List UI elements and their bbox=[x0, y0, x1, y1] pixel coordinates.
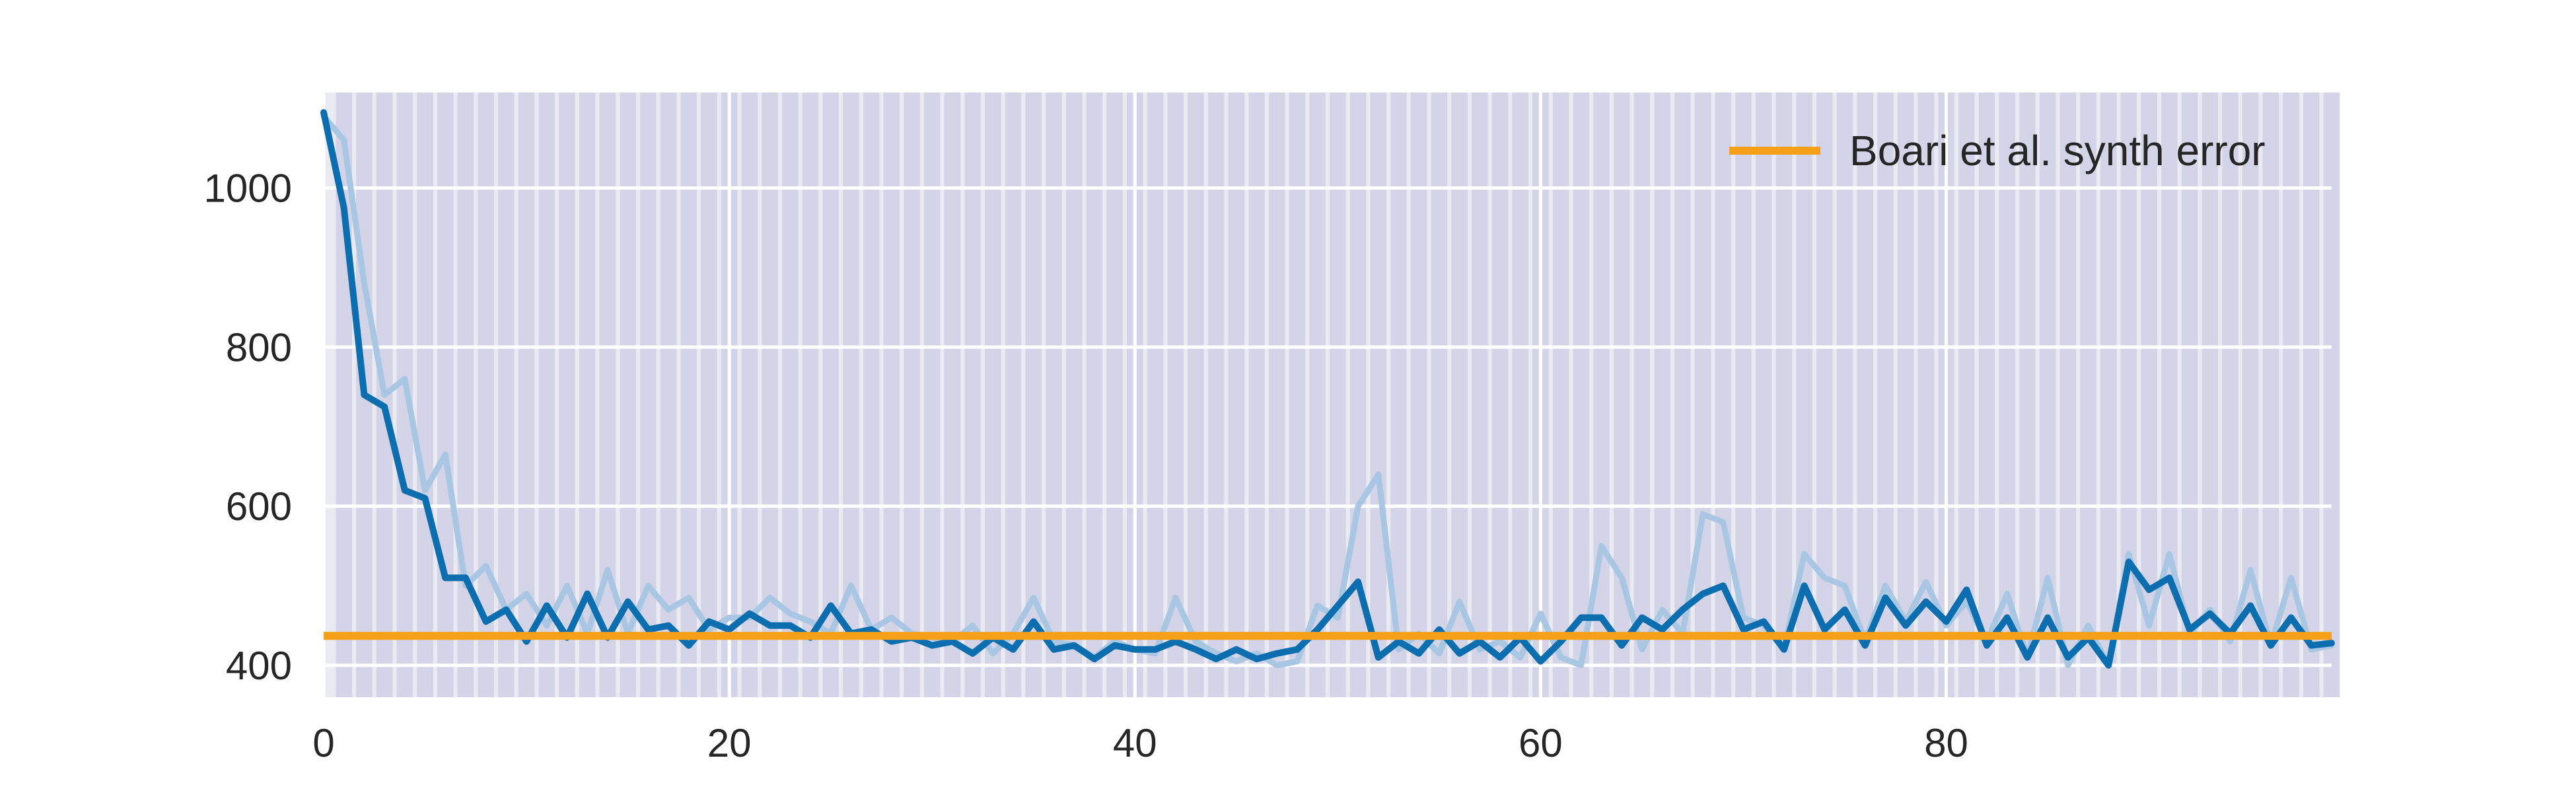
smoothed-series-line bbox=[320, 109, 2335, 669]
shaded-band bbox=[437, 93, 454, 697]
shaded-band bbox=[2161, 93, 2178, 697]
shaded-band bbox=[822, 93, 839, 697]
shaded-band bbox=[1552, 93, 1569, 697]
grid-lines bbox=[322, 93, 2332, 697]
shaded-band bbox=[701, 93, 717, 697]
y-axis-ticks: 400 600 800 1000 bbox=[204, 166, 292, 687]
shaded-band bbox=[1775, 93, 1793, 697]
y-tick-label: 1000 bbox=[204, 166, 292, 210]
shaded-band bbox=[964, 93, 981, 697]
shaded-band bbox=[1573, 93, 1590, 697]
shaded-band bbox=[904, 93, 920, 697]
shaded-band bbox=[620, 93, 636, 697]
shaded-band bbox=[2080, 93, 2096, 697]
shaded-band bbox=[802, 93, 819, 697]
shaded-band bbox=[781, 93, 799, 697]
shaded-bands bbox=[336, 93, 2340, 697]
shaded-band bbox=[1715, 93, 1732, 697]
shaded-band bbox=[417, 93, 433, 697]
shaded-band bbox=[1816, 93, 1833, 697]
shaded-band bbox=[863, 93, 880, 697]
y-tick-label: 600 bbox=[226, 484, 292, 529]
shaded-band bbox=[1207, 93, 1225, 697]
shaded-band bbox=[660, 93, 677, 697]
x-axis-ticks: 0 20 40 60 80 bbox=[312, 721, 1968, 765]
shaded-band bbox=[478, 93, 494, 697]
shaded-band bbox=[1755, 93, 1772, 697]
x-tick-label: 80 bbox=[1924, 721, 1968, 765]
shaded-band bbox=[2262, 93, 2279, 697]
smoothed-series-layer bbox=[320, 109, 2335, 669]
shaded-band bbox=[1897, 93, 1914, 697]
shaded-band bbox=[1086, 93, 1103, 697]
shaded-band bbox=[1228, 93, 1245, 697]
shaded-band bbox=[2059, 93, 2077, 697]
shaded-band bbox=[1268, 93, 1285, 697]
shaded-band bbox=[1046, 93, 1062, 697]
shaded-band bbox=[2323, 93, 2340, 697]
shaded-band bbox=[538, 93, 555, 697]
shaded-band bbox=[1147, 93, 1164, 697]
shaded-band bbox=[1410, 93, 1427, 697]
shaded-band bbox=[985, 93, 1001, 697]
raw-series-layer bbox=[320, 113, 2335, 669]
x-tick-label: 0 bbox=[312, 721, 334, 765]
shaded-band bbox=[2201, 93, 2219, 697]
shaded-band bbox=[1106, 93, 1123, 697]
shaded-band bbox=[1472, 93, 1488, 697]
shaded-band bbox=[2100, 93, 2117, 697]
y-tick-label: 400 bbox=[226, 644, 292, 688]
shaded-band bbox=[2019, 93, 2036, 697]
shaded-band bbox=[1248, 93, 1265, 697]
y-tick-label: 800 bbox=[226, 325, 292, 369]
legend: Boari et al. synth error bbox=[1729, 127, 2266, 174]
legend-label-reference: Boari et al. synth error bbox=[1849, 127, 2266, 174]
x-tick-label: 40 bbox=[1113, 721, 1157, 765]
shaded-band bbox=[457, 93, 474, 697]
shaded-band bbox=[1451, 93, 1468, 697]
shaded-band bbox=[944, 93, 961, 697]
x-tick-label: 20 bbox=[707, 721, 752, 765]
shaded-band bbox=[2303, 93, 2320, 697]
shaded-band bbox=[1694, 93, 1711, 697]
shaded-band bbox=[1289, 93, 1306, 697]
shaded-band bbox=[1005, 93, 1022, 697]
shaded-band bbox=[1857, 93, 1874, 697]
shaded-band bbox=[1309, 93, 1326, 697]
shaded-band bbox=[2222, 93, 2238, 697]
shaded-band bbox=[1633, 93, 1651, 697]
shaded-band bbox=[741, 93, 758, 697]
shaded-band bbox=[883, 93, 900, 697]
shaded-band bbox=[599, 93, 616, 697]
x-tick-label: 60 bbox=[1519, 721, 1563, 765]
shaded-band bbox=[1512, 93, 1528, 697]
shaded-band bbox=[1654, 93, 1670, 697]
shaded-band bbox=[923, 93, 941, 697]
shaded-band bbox=[1370, 93, 1387, 697]
shaded-band bbox=[1065, 93, 1083, 697]
shaded-band bbox=[1491, 93, 1509, 697]
shaded-band bbox=[1978, 93, 1995, 697]
raw-series-line bbox=[320, 113, 2335, 669]
shaded-band bbox=[2181, 93, 2198, 697]
shaded-band bbox=[1431, 93, 1448, 697]
shaded-band bbox=[1593, 93, 1610, 697]
shaded-band bbox=[1188, 93, 1204, 697]
